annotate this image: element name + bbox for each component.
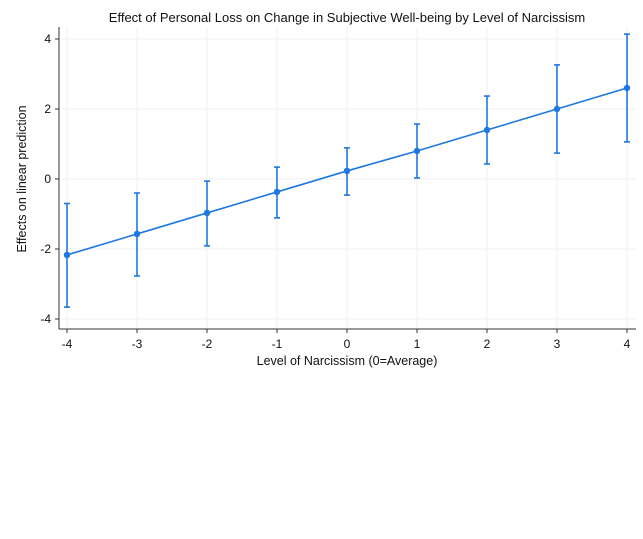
x-tick-label: 0 [344, 337, 351, 351]
x-tick-label: 3 [554, 337, 561, 351]
y-tick-label: 4 [44, 32, 51, 46]
gridlines [60, 27, 636, 328]
data-point [623, 84, 631, 92]
y-tick-label: 2 [44, 102, 51, 116]
x-tick-label: -4 [62, 337, 73, 351]
x-tick-label: 1 [414, 337, 421, 351]
data-point [553, 105, 561, 113]
data-point [203, 209, 211, 217]
data-point [133, 230, 141, 238]
data-point [273, 188, 281, 196]
x-axis-label: Level of Narcissism (0=Average) [257, 354, 438, 368]
x-tick-label: -1 [272, 337, 283, 351]
x-tick-label: 2 [484, 337, 491, 351]
data-point [413, 147, 421, 155]
data-point [483, 126, 491, 134]
y-tick-label: -2 [40, 242, 51, 256]
data-point [63, 251, 71, 259]
y-tick-label: 0 [44, 172, 51, 186]
x-tick-label: -2 [202, 337, 213, 351]
y-axis-label: Effects on linear prediction [15, 105, 29, 252]
x-tick-label: 4 [624, 337, 631, 351]
x-ticks: -4 -3 -2 -1 0 1 2 3 4 [62, 329, 631, 351]
x-tick-label: -3 [132, 337, 143, 351]
y-tick-label: -4 [40, 312, 51, 326]
chart-title: Effect of Personal Loss on Change in Sub… [109, 10, 585, 25]
series-group [63, 33, 631, 308]
y-ticks: -4 -2 0 2 4 [40, 32, 59, 326]
data-point [343, 167, 351, 175]
